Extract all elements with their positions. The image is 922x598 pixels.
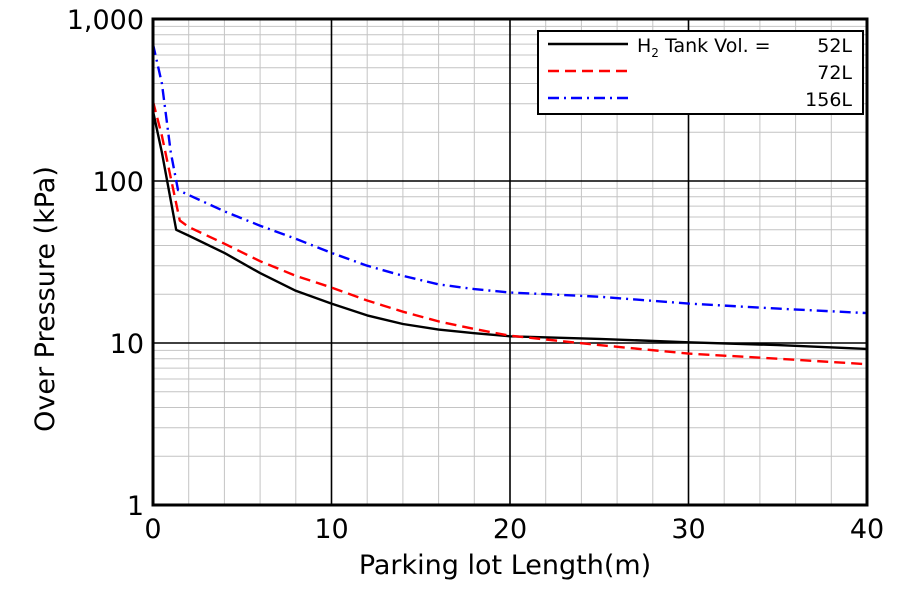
legend-label-156L: 156L (805, 89, 852, 111)
legend-label-52L: 52L (817, 35, 852, 57)
y-tick-label: 100 (92, 167, 144, 198)
y-tick-label: 1,000 (67, 5, 144, 36)
y-axis-title: Over Pressure (kPa) (30, 166, 61, 432)
y-tick-label: 1 (127, 491, 144, 522)
x-tick-label: 0 (144, 514, 161, 545)
plot-frame (151, 17, 869, 507)
legend-label-72L: 72L (817, 62, 852, 84)
x-tick-label: 40 (850, 514, 884, 545)
legend-title-suffix: Tank Vol. = (659, 35, 771, 57)
x-tick-labels: 0 10 20 30 40 (144, 514, 884, 545)
y-tick-label: 10 (110, 329, 144, 360)
legend-title-subscript: 2 (651, 46, 659, 60)
series-line-156L (151, 43, 868, 315)
legend: 52L 72L 156L H2 Tank Vol. = (537, 30, 864, 115)
series-line-72L (151, 101, 868, 366)
x-tick-label: 30 (671, 514, 705, 545)
legend-items: 52L 72L 156L (548, 35, 852, 111)
x-tick-label: 20 (493, 514, 527, 545)
legend-title: H2 Tank Vol. = (637, 35, 771, 60)
series-layer (151, 43, 868, 366)
x-axis-title: Parking lot Length(m) (359, 550, 651, 581)
y-tick-labels: 1 10 100 1,000 (67, 5, 144, 522)
series-line-52L (151, 110, 868, 351)
legend-title-prefix: H (637, 35, 651, 57)
x-tick-label: 10 (314, 514, 348, 545)
